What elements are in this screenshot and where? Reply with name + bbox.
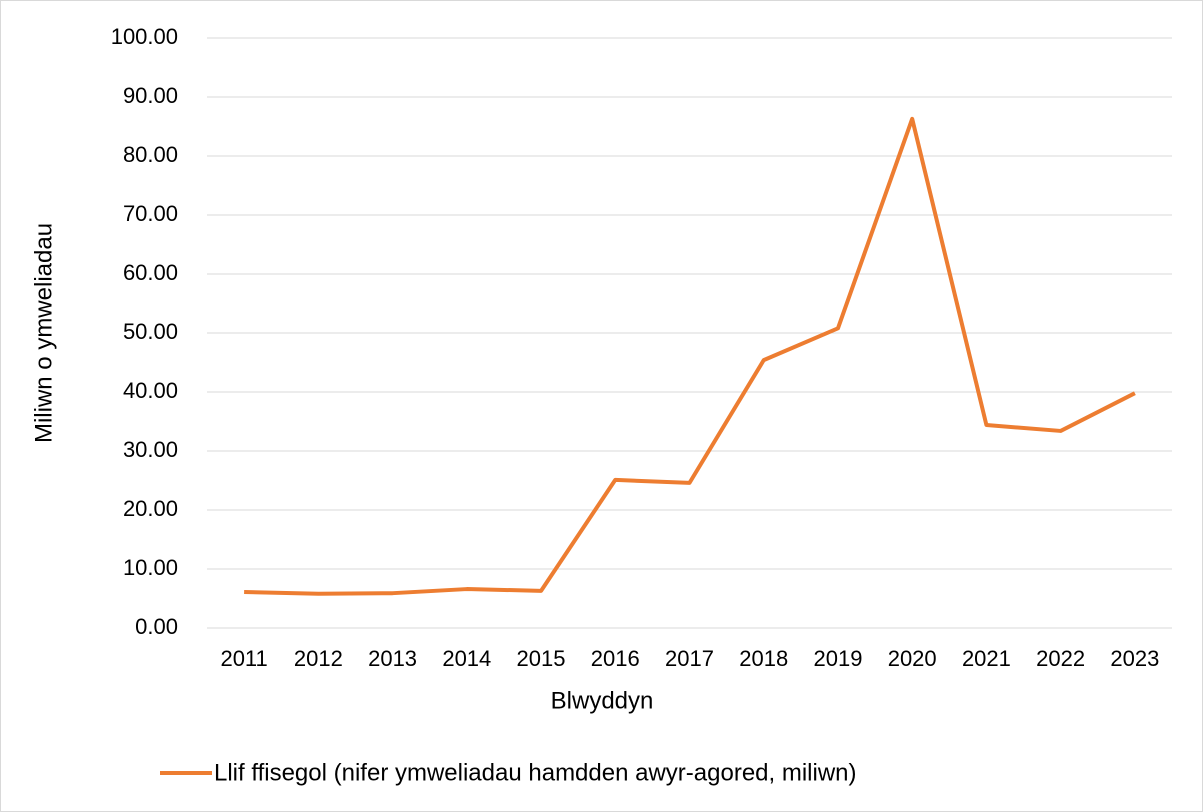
y-axis-label: Miliwn o ymweliadau [30,223,57,443]
legend-label: Llif ffisegol (nifer ymweliadau hamdden … [214,759,857,786]
x-tick-label: 2012 [294,646,343,671]
y-tick-label: 20.00 [123,496,178,521]
x-tick-label: 2021 [962,646,1011,671]
data-line [244,116,1136,596]
y-tick-label: 60.00 [123,260,178,285]
y-tick-label: 30.00 [123,437,178,462]
x-axis-label: Blwyddyn [551,687,654,714]
y-tick-label: 70.00 [123,201,178,226]
x-tick-label: 2020 [888,646,937,671]
y-tick-label: 100.00 [111,24,178,49]
x-tick-label: 2011 [220,646,267,671]
x-tick-label: 2022 [1036,646,1085,671]
x-tick-label: 2013 [368,646,417,671]
x-tick-label: 2023 [1110,646,1159,671]
y-tick-label: 90.00 [123,83,178,108]
y-tick-label: 0.00 [135,614,178,639]
x-tick-label: 2017 [665,646,714,671]
x-tick-label: 2019 [813,646,862,671]
y-tick-label: 40.00 [123,378,178,403]
x-tick-label: 2014 [442,646,491,671]
x-tick-label: 2016 [591,646,640,671]
y-tick-label: 50.00 [123,319,178,344]
y-tick-label: 80.00 [123,142,178,167]
x-tick-label: 2018 [739,646,788,671]
y-tick-label: 10.00 [123,555,178,580]
x-tick-label: 2015 [517,646,566,671]
